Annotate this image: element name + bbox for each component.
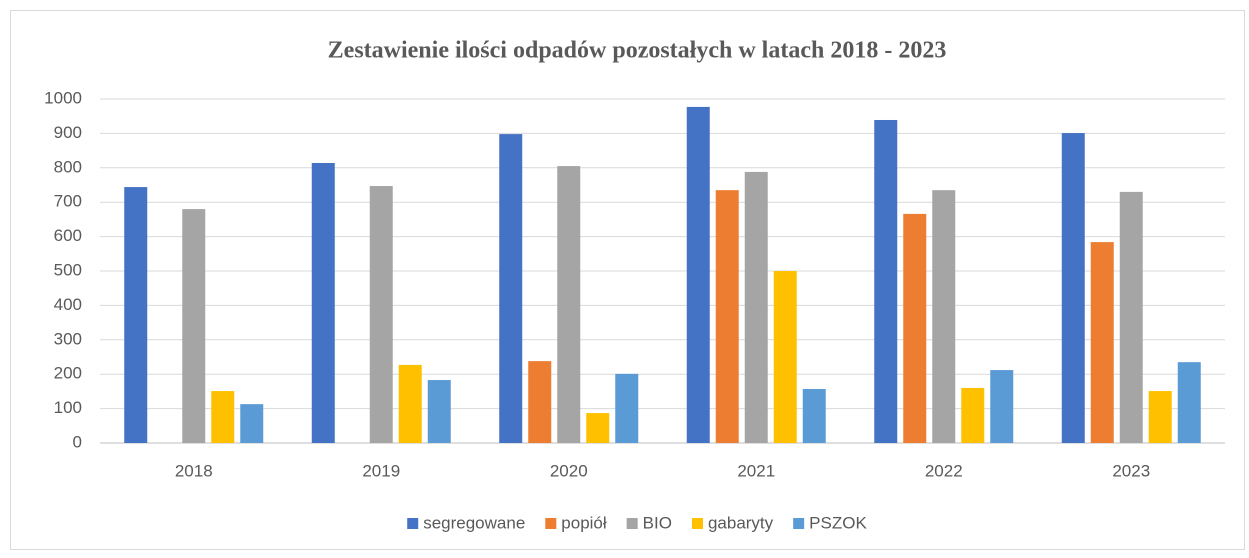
bar xyxy=(874,119,898,443)
legend-swatch xyxy=(545,518,557,529)
x-tick-label: 2022 xyxy=(925,461,963,480)
y-tick-label: 100 xyxy=(54,398,82,417)
bar xyxy=(499,134,523,443)
bar xyxy=(773,271,797,443)
bar xyxy=(369,186,393,444)
legend-label: PSZOK xyxy=(809,513,867,532)
legend-label: popiół xyxy=(561,513,607,532)
bar xyxy=(1177,362,1201,443)
y-tick-label: 1000 xyxy=(44,88,82,107)
bar xyxy=(211,391,235,443)
bar xyxy=(961,387,985,443)
bar xyxy=(802,388,826,443)
chart-frame xyxy=(10,10,1245,550)
x-tick-label: 2019 xyxy=(362,461,400,480)
x-tick-label: 2021 xyxy=(737,461,775,480)
bar xyxy=(528,361,552,443)
bar xyxy=(240,404,264,443)
bar xyxy=(557,166,581,443)
bar xyxy=(1119,191,1143,443)
x-tick-label: 2018 xyxy=(175,461,213,480)
y-tick-label: 300 xyxy=(54,329,82,348)
y-tick-label: 200 xyxy=(54,364,82,383)
bar xyxy=(427,380,451,443)
legend-label: segregowane xyxy=(423,513,525,532)
bar xyxy=(932,190,956,443)
legend-label: gabaryty xyxy=(708,513,774,532)
bar xyxy=(1090,242,1114,443)
bar xyxy=(1061,133,1085,443)
bar xyxy=(686,106,710,444)
y-tick-label: 700 xyxy=(54,192,82,211)
bar xyxy=(586,413,610,443)
y-tick-label: 900 xyxy=(54,123,82,142)
bar xyxy=(398,364,422,443)
y-tick-label: 0 xyxy=(73,432,82,451)
bar xyxy=(903,213,927,443)
bar xyxy=(715,190,739,443)
x-tick-label: 2020 xyxy=(550,461,588,480)
legend-swatch xyxy=(626,518,638,529)
x-tick-label: 2023 xyxy=(1112,461,1150,480)
y-tick-label: 600 xyxy=(54,226,82,245)
chart-title: Zestawienie ilości odpadów pozostałych w… xyxy=(328,38,947,64)
bar xyxy=(1148,391,1172,443)
y-tick-label: 800 xyxy=(54,157,82,176)
legend-swatch xyxy=(407,518,419,529)
bar xyxy=(615,373,639,443)
y-tick-label: 400 xyxy=(54,295,82,314)
y-tick-label: 500 xyxy=(54,260,82,279)
legend-swatch xyxy=(691,518,703,529)
bar xyxy=(744,171,768,444)
bar xyxy=(990,370,1014,443)
bar xyxy=(182,209,206,443)
legend-label: BIO xyxy=(643,513,672,532)
legend-swatch xyxy=(793,518,805,529)
bar xyxy=(124,187,148,443)
bar xyxy=(311,162,335,443)
